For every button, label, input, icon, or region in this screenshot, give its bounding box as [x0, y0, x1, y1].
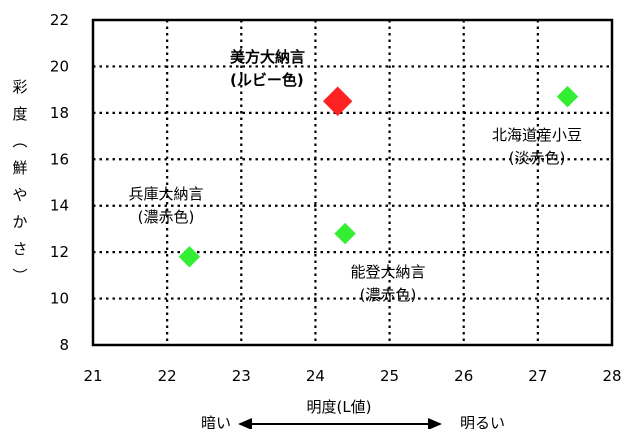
x-tick-label: 21 [83, 367, 102, 385]
y-tick-label: 8 [59, 336, 69, 354]
y-axis-label-char: さ [12, 240, 27, 258]
arrow-label-dark: 暗い [201, 414, 231, 429]
arrow-head-left [238, 418, 252, 429]
data-point-label: (濃赤色) [138, 208, 195, 226]
data-points: 兵庫大納言 (濃赤色) 美方大納言 (ルビー色) 能登大納言 (濃赤色) 北海道産小豆 (淡赤… [128, 48, 582, 304]
y-axis-label-char: ︶ [12, 267, 27, 285]
y-axis-label-char: 度 [12, 105, 27, 123]
plot-frame [91, 18, 614, 347]
x-tick-label: 28 [602, 367, 621, 385]
y-axis-label-char: か [12, 213, 27, 231]
data-point-label: (濃赤色) [360, 286, 417, 304]
data-point-label: 北海道産小豆 [492, 126, 582, 144]
data-point-marker [334, 222, 356, 245]
x-axis-label: 明度(L値) [306, 398, 371, 416]
y-tick-label: 14 [50, 197, 69, 215]
x-tick-label: 24 [306, 367, 325, 385]
x-tick-label: 22 [158, 367, 177, 385]
grid-lines [93, 20, 612, 345]
data-point-label: 能登大納言 [350, 263, 425, 281]
y-tick-labels: 8 10 12 14 16 18 20 22 [50, 11, 69, 354]
arrow-label-bright: 明るい [460, 414, 505, 429]
y-tick-label: 16 [50, 150, 69, 168]
data-point-label: 兵庫大納言 [128, 185, 203, 203]
x-tick-label: 25 [380, 367, 399, 385]
data-point-marker [556, 85, 579, 108]
y-tick-label: 10 [50, 290, 69, 308]
x-tick-label: 26 [454, 367, 473, 385]
x-tick-label: 27 [528, 367, 547, 385]
x-tick-labels: 21 22 23 24 25 26 27 28 [83, 367, 621, 385]
brightness-arrow: 暗い 明るい [201, 414, 505, 429]
y-tick-label: 18 [50, 104, 69, 122]
data-point-label: (淡赤色) [509, 149, 566, 167]
data-point-label: (ルビー色) [230, 71, 304, 89]
arrow-head-right [428, 418, 442, 429]
data-point-marker [178, 246, 201, 268]
y-tick-label: 20 [50, 57, 69, 75]
y-axis-label-char: 鮮 [12, 159, 27, 177]
data-point-label: 美方大納言 [230, 48, 305, 66]
y-tick-label: 22 [50, 11, 69, 29]
y-axis-label-char: や [12, 186, 27, 204]
data-point-marker [322, 86, 353, 116]
x-tick-label: 23 [232, 367, 251, 385]
y-tick-label: 12 [50, 243, 69, 261]
y-axis-label-char: ︵ [12, 132, 27, 150]
y-axis-label-char: 彩 [12, 78, 27, 96]
